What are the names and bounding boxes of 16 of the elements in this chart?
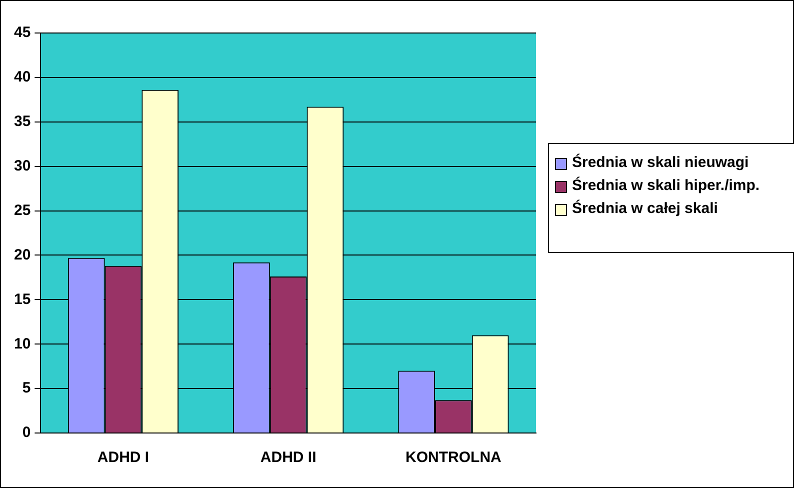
y-tick-label: 5 bbox=[22, 380, 31, 397]
y-tick-label: 30 bbox=[14, 157, 31, 174]
y-tick-label: 35 bbox=[14, 113, 31, 130]
x-tick-label: ADHD II bbox=[260, 449, 316, 466]
y-tick-label: 20 bbox=[14, 246, 31, 264]
x-tick-label: KONTROLNA bbox=[406, 449, 502, 466]
y-tick-label: 15 bbox=[14, 290, 31, 308]
legend-label: Średnia w skali hiper./imp. bbox=[572, 176, 760, 196]
y-tick-label: 45 bbox=[14, 24, 31, 42]
y-tick-label: 10 bbox=[14, 335, 31, 352]
x-tick-label: ADHD I bbox=[97, 449, 150, 466]
legend-label: Średnia w całej skali bbox=[572, 199, 718, 219]
legend-label: Średnia w skali nieuwagi bbox=[572, 153, 749, 173]
y-tick-label: 40 bbox=[14, 68, 31, 86]
y-tick-label: 25 bbox=[14, 202, 31, 219]
y-tick-label: 0 bbox=[22, 424, 31, 442]
